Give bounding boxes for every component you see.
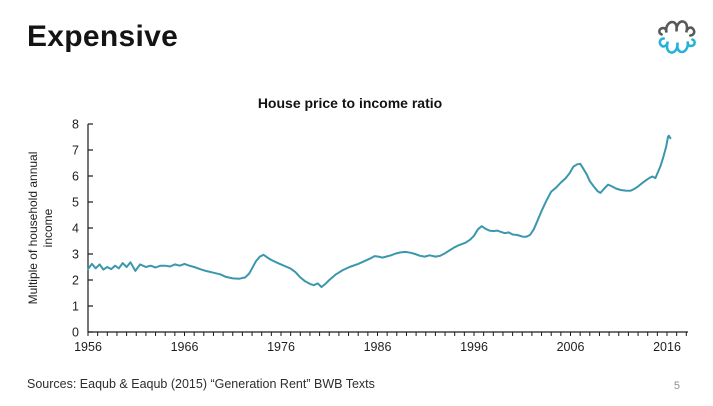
slide-title: Expensive (27, 20, 179, 53)
y-tick-label: 2 (72, 274, 79, 288)
axis-lines (87, 124, 688, 333)
brain-squiggle-logo-icon (658, 20, 696, 54)
y-tick-label: 0 (72, 326, 79, 340)
x-tick-label: 1986 (364, 340, 392, 354)
y-tick-label: 6 (72, 170, 79, 184)
source-note: Sources: Eaqub & Eaqub (2015) “Generatio… (27, 377, 375, 391)
price-income-ratio-line (87, 134, 672, 288)
x-tick-label: 1956 (74, 340, 102, 354)
y-tick-label: 8 (72, 118, 79, 132)
logo-top-wave (658, 20, 696, 37)
x-tick-label: 1966 (171, 340, 199, 354)
y-tick-label: 5 (72, 196, 79, 210)
x-tick-label: 2016 (653, 340, 681, 354)
y-axis-label-line2: income (41, 208, 55, 247)
x-tick-label: 2006 (557, 340, 585, 354)
page-number: 5 (673, 380, 680, 392)
x-tick-label: 1976 (267, 340, 295, 354)
axes: 0 1 2 3 4 5 6 7 8 1956 1966 1976 1986 1996 2006 2016 (72, 118, 688, 354)
y-tick-label: 7 (72, 144, 79, 158)
logo-bottom-wave (658, 37, 696, 54)
y-tick-label: 3 (72, 248, 79, 262)
x-tick-label: 1996 (460, 340, 488, 354)
chart-title: House price to income ratio (258, 95, 442, 111)
series-line (87, 134, 672, 288)
y-tick-label: 1 (72, 300, 79, 314)
y-axis-label-line1: Multiple of household annual (26, 152, 40, 305)
y-tick-label: 4 (72, 222, 79, 236)
